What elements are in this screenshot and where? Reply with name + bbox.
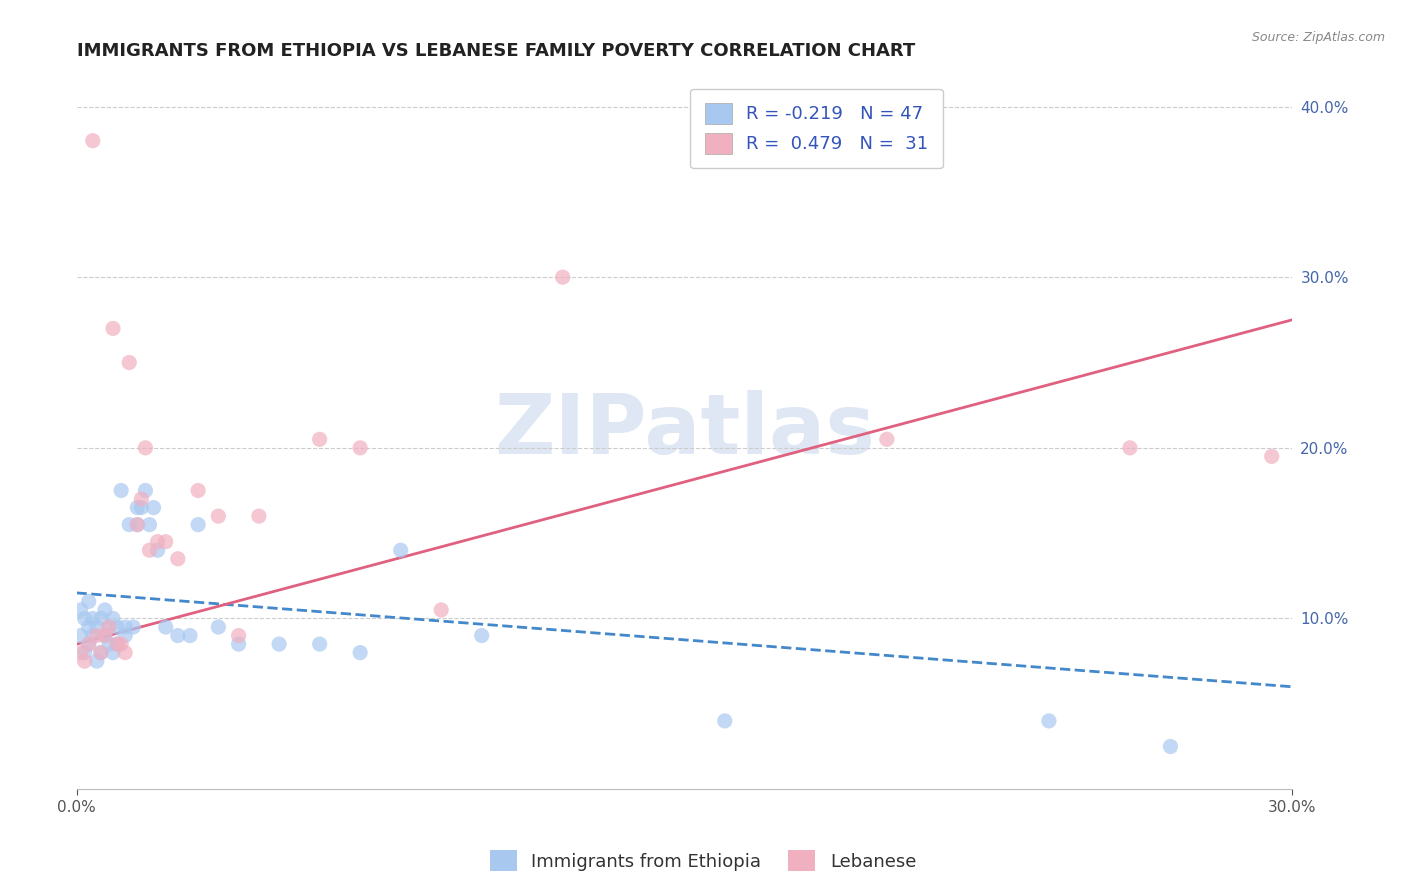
Point (1159, 739, 1181, 754)
Point (98, 637, 121, 651)
Point (114, 629, 136, 643)
Point (118, 517, 141, 532)
Point (122, 620, 145, 634)
Point (179, 629, 201, 643)
Text: ZIPatlas: ZIPatlas (494, 391, 875, 471)
Point (228, 629, 250, 643)
Point (207, 620, 229, 634)
Point (98, 620, 121, 634)
Point (131, 491, 153, 506)
Point (138, 517, 160, 532)
Point (73, 646, 96, 660)
Point (166, 629, 188, 643)
Point (142, 500, 165, 515)
Point (114, 646, 136, 660)
Point (77, 637, 100, 651)
Point (94, 629, 117, 643)
Point (77, 620, 100, 634)
Point (69, 629, 91, 643)
Point (77, 637, 100, 651)
Point (551, 270, 574, 285)
Point (228, 637, 250, 651)
Point (73, 654, 96, 668)
Point (430, 603, 453, 617)
Point (105, 637, 128, 651)
Point (101, 611, 124, 625)
Text: Source: ZipAtlas.com: Source: ZipAtlas.com (1251, 31, 1385, 45)
Point (471, 629, 494, 643)
Point (207, 509, 229, 524)
Point (155, 534, 177, 549)
Point (69, 603, 91, 617)
Point (146, 534, 169, 549)
Point (73, 611, 96, 625)
Point (90, 646, 112, 660)
Point (94, 629, 117, 643)
Point (187, 483, 209, 498)
Point (134, 441, 156, 455)
Point (77, 594, 100, 608)
Point (138, 543, 160, 558)
Point (90, 646, 112, 660)
Point (127, 500, 149, 515)
Point (82, 134, 104, 148)
Point (82, 611, 104, 625)
Point (131, 500, 153, 515)
Point (247, 509, 270, 524)
Point (134, 483, 156, 498)
Point (349, 441, 371, 455)
Point (127, 517, 149, 532)
Legend: R = -0.219   N = 47, R =  0.479   N =  31: R = -0.219 N = 47, R = 0.479 N = 31 (690, 88, 942, 169)
Point (166, 551, 188, 566)
Point (876, 433, 898, 447)
Point (101, 646, 124, 660)
Point (101, 321, 124, 335)
Point (1261, 450, 1284, 464)
Point (155, 620, 177, 634)
Point (69, 646, 91, 660)
Point (86, 620, 108, 634)
Point (86, 629, 108, 643)
Point (269, 637, 291, 651)
Point (98, 620, 121, 634)
Point (187, 517, 209, 532)
Point (349, 646, 371, 660)
Point (94, 603, 117, 617)
Point (114, 620, 136, 634)
Point (105, 637, 128, 651)
Point (86, 654, 108, 668)
Point (146, 543, 169, 558)
Point (713, 714, 735, 728)
Point (110, 483, 132, 498)
Point (1119, 441, 1142, 455)
Point (308, 637, 330, 651)
Legend: Immigrants from Ethiopia, Lebanese: Immigrants from Ethiopia, Lebanese (482, 843, 924, 879)
Point (105, 620, 128, 634)
Point (110, 637, 132, 651)
Point (82, 629, 104, 643)
Point (308, 433, 330, 447)
Point (1038, 714, 1060, 728)
Point (118, 355, 141, 369)
Text: IMMIGRANTS FROM ETHIOPIA VS LEBANESE FAMILY POVERTY CORRELATION CHART: IMMIGRANTS FROM ETHIOPIA VS LEBANESE FAM… (76, 42, 915, 60)
Point (90, 611, 112, 625)
Point (127, 517, 149, 532)
Point (389, 543, 412, 558)
